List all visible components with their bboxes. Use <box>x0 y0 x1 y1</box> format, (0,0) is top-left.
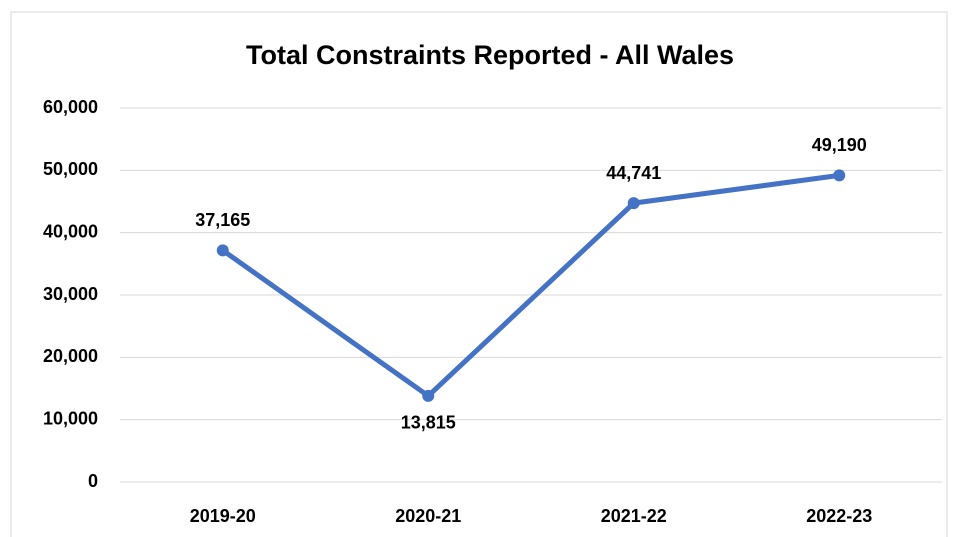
y-tick-label: 10,000 <box>43 408 98 428</box>
data-label: 13,815 <box>401 413 456 433</box>
x-tick-label: 2021-22 <box>601 506 667 526</box>
y-tick-label: 30,000 <box>43 284 98 304</box>
series-line <box>220 172 842 399</box>
data-point <box>422 389 435 402</box>
data-label: 49,190 <box>812 135 867 155</box>
data-point <box>216 244 229 257</box>
chart-frame <box>10 11 948 537</box>
data-label: 44,741 <box>606 163 661 183</box>
chart-title: Total Constraints Reported - All Wales <box>246 40 734 70</box>
y-tick-label: 60,000 <box>43 97 98 117</box>
y-tick-label: 20,000 <box>43 346 98 366</box>
data-point <box>627 197 640 210</box>
data-point <box>833 169 846 182</box>
data-label: 37,165 <box>195 210 250 230</box>
y-tick-label: 40,000 <box>43 221 98 241</box>
y-tick-label: 50,000 <box>43 159 98 179</box>
x-tick-label: 2020-21 <box>395 506 461 526</box>
x-tick-label: 2022-23 <box>806 506 872 526</box>
y-tick-label: 0 <box>88 471 98 491</box>
x-tick-label: 2019-20 <box>190 506 256 526</box>
